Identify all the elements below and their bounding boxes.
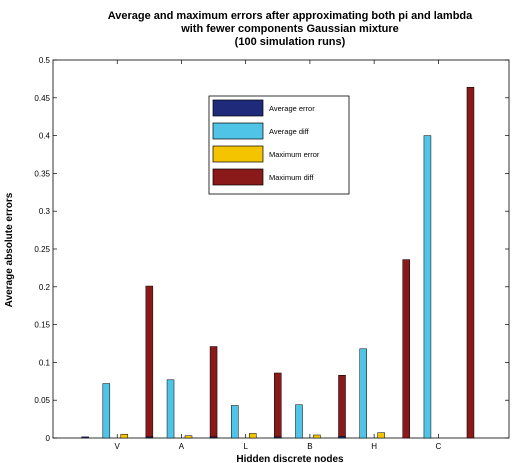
bar-maximum-diff [209,346,218,439]
bar-maximum-diff [466,86,475,439]
y-tick-label: 0.25 [34,245,50,254]
bar-average-diff [166,379,175,439]
y-tick-label: 0.05 [34,396,50,405]
y-tick-label: 0.3 [39,207,51,216]
bar-maximum-diff [402,259,410,439]
bar-average-diff [102,383,111,439]
legend-swatch [212,168,264,186]
bar-average-error [209,436,218,439]
y-tick-label: 0.5 [39,56,51,65]
plot-area: 0 0.05 0.1 0.15 0.2 0.25 0.3 0.35 0.4 0.45 0.5 V A L B… [34,56,510,451]
y-tick-label: 0.35 [34,169,50,178]
x-tick-label: B [307,442,312,451]
bar-maximum-error [120,433,129,439]
y-tick-label: 0.45 [34,94,50,103]
legend-label: Maximum diff [269,173,314,182]
legend-swatch [212,145,264,163]
bar-average-diff [423,135,432,439]
chart-title-line-1: Average and maximum errors after approxi… [108,10,473,22]
bar-maximum-diff [145,285,154,439]
bar-average-error [274,436,282,439]
legend-label: Average error [269,104,315,113]
y-tick-label: 0.1 [39,358,51,367]
x-tick-label: L [243,442,248,451]
bar-average-diff [359,348,367,439]
x-tick-label: V [115,442,121,451]
x-tick-label: C [435,442,441,451]
y-tick-label: 0 [46,434,51,443]
bar-maximum-diff [274,372,282,439]
x-tick-label: H [371,442,377,451]
bar-average-diff [295,404,303,439]
bar-average-error [81,436,89,439]
y-axis-label: Average absolute errors [4,192,15,307]
bar-maximum-error [248,433,257,439]
bar-average-error [145,436,154,439]
bar-maximum-diff [338,375,346,439]
x-axis-label: Hidden discrete nodes [236,454,344,463]
chart-title-line-3: (100 simulation runs) [235,36,346,48]
bar-maximum-error [313,434,321,439]
legend-swatch [212,122,264,140]
bar-average-error [338,436,346,439]
chart-title-line-2: with fewer components Gaussian mixture [180,23,399,35]
bar-average-diff [231,405,239,439]
y-tick-label: 0.15 [34,321,50,330]
y-tick-label: 0.4 [39,132,51,141]
x-tick-label: A [179,442,185,451]
legend-label: Maximum error [269,150,320,159]
legend-label: Average diff [269,127,310,136]
bar-maximum-error [184,435,193,439]
y-tick-label: 0.2 [39,283,51,292]
bar-maximum-error [377,432,385,439]
legend-swatch [212,99,264,117]
